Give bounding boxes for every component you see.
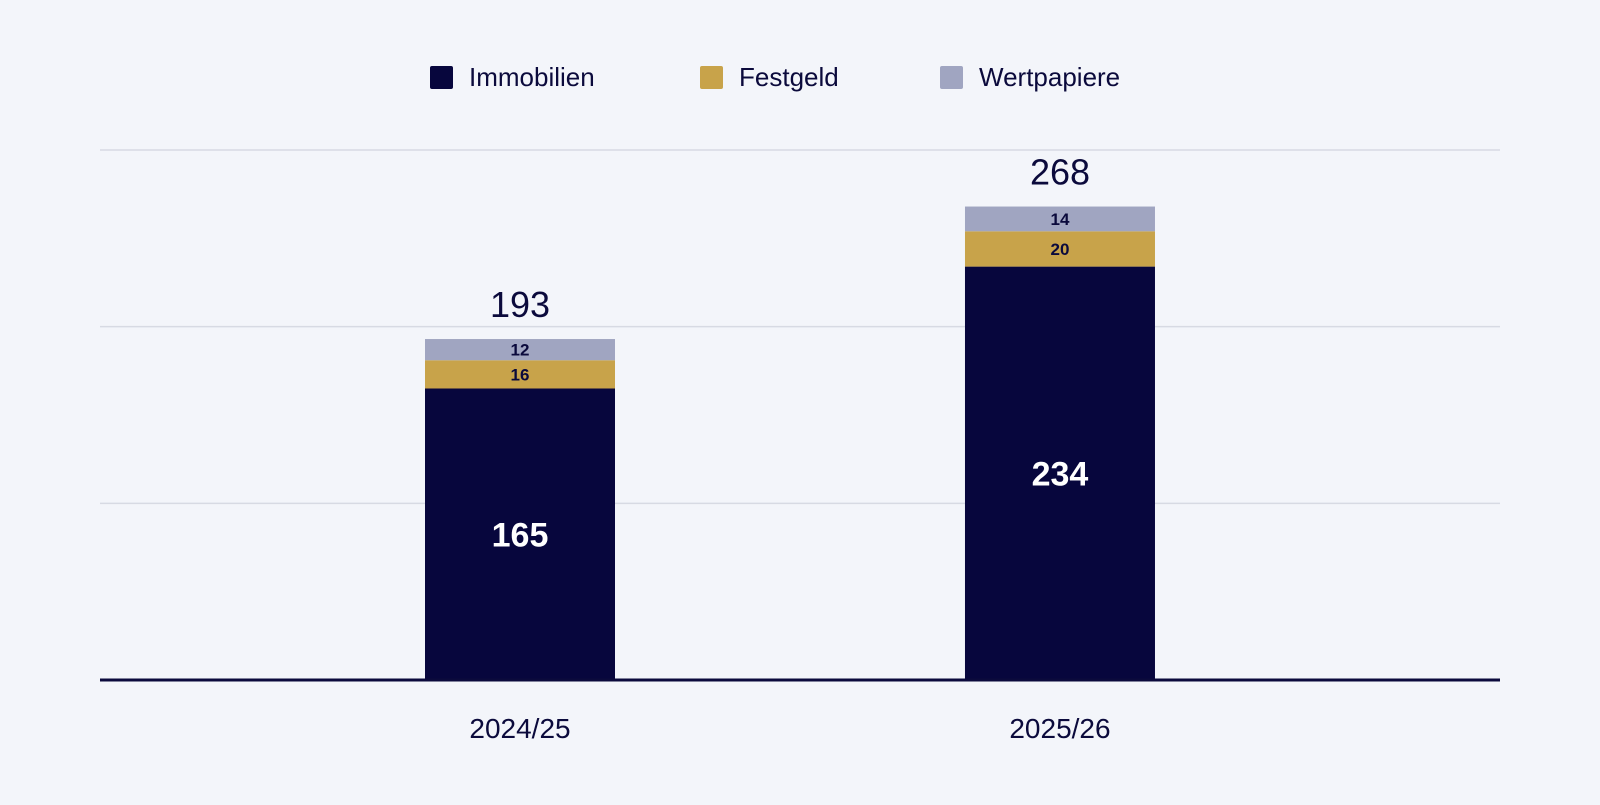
- data-label-immobilien-2024/25: 165: [492, 516, 549, 554]
- data-label-festgeld-2025/26: 20: [1051, 240, 1070, 259]
- bar-immobilien-2025/26: [964, 266, 1155, 680]
- bar-festgeld-2025/26: [964, 231, 1155, 267]
- gridlines: [100, 149, 1500, 505]
- legend-swatch-wertpapiere: [940, 66, 963, 89]
- legend-swatch-festgeld: [700, 66, 723, 89]
- bar-immobilien-2024/25: [425, 388, 615, 680]
- data-label-wertpapiere-2024/25: 12: [511, 341, 530, 360]
- legend: Immobilien Festgeld Wertpapiere: [430, 62, 1120, 92]
- legend-label-immobilien: Immobilien: [469, 62, 595, 92]
- bar-wertpapiere-2024/25: [425, 339, 615, 361]
- data-label-festgeld-2024/25: 16: [511, 365, 530, 384]
- x-axis: 2024/25 2025/26: [100, 678, 1500, 744]
- legend-swatch-immobilien: [430, 66, 453, 89]
- x-tick-label-2024/25: 2024/25: [469, 713, 570, 744]
- total-label-2025/26: 268: [1030, 152, 1090, 193]
- bars: 165 16 12 193 234 20 14 268: [425, 152, 1155, 680]
- legend-label-wertpapiere: Wertpapiere: [979, 62, 1120, 92]
- data-label-immobilien-2025/26: 234: [1032, 455, 1089, 493]
- legend-label-festgeld: Festgeld: [739, 62, 839, 92]
- bar-festgeld-2024/25: [425, 360, 615, 389]
- bar-wertpapiere-2025/26: [964, 206, 1155, 232]
- data-label-wertpapiere-2025/26: 14: [1051, 210, 1070, 229]
- x-tick-label-2025/26: 2025/26: [1009, 713, 1110, 744]
- total-label-2024/25: 193: [490, 284, 550, 325]
